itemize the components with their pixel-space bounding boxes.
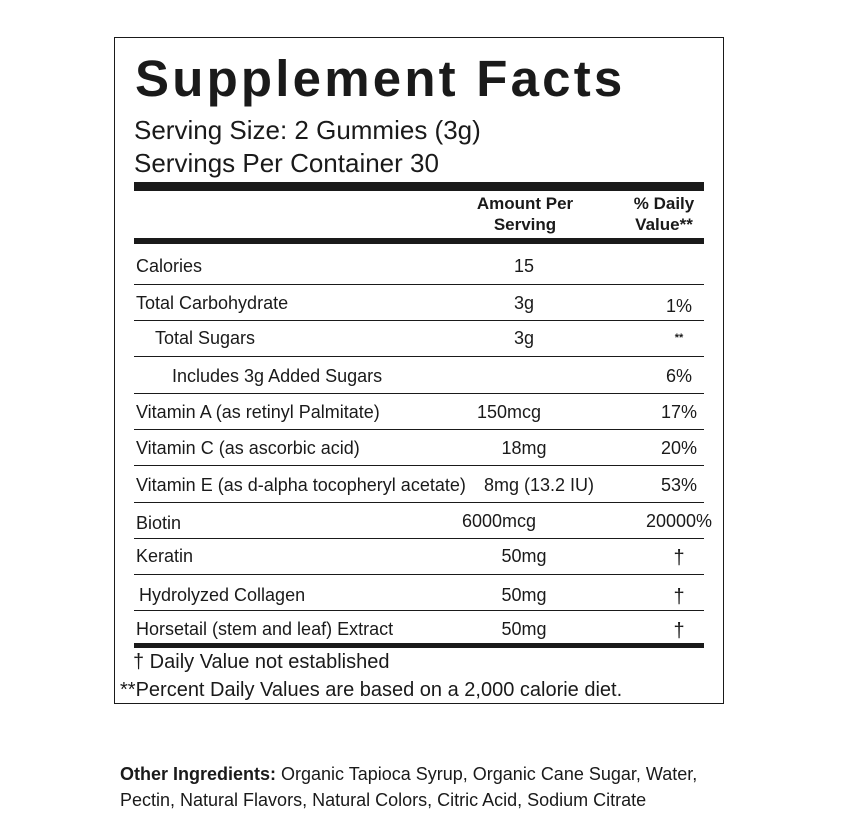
nutrient-amount: 50mg [501,585,547,605]
panel-title: Supplement Facts [135,50,626,107]
row-divider [134,610,704,611]
nutrient-dv: † [673,547,685,569]
nutrient-name: Calories [136,256,203,276]
nutrient-amount: 150mcg [476,402,542,422]
nutrient-amount: 6000mcg [461,511,537,531]
nutrient-dv: 53% [660,475,698,495]
nutrient-dv: 1% [665,296,692,316]
nutrient-row: Vitamin E (as d-alpha tocopheryl acetate… [134,475,704,495]
row-divider [134,465,704,466]
dv-header-line2: Value** [635,215,693,234]
row-divider [134,429,704,430]
row-divider [134,574,704,575]
other-ingredients: Other Ingredients: Organic Tapioca Syrup… [120,761,740,813]
nutrient-amount: 15 [513,256,535,276]
header-divider [134,238,704,244]
nutrient-dv: 20000% [645,511,713,531]
row-divider [134,320,704,321]
nutrient-name: Biotin [136,513,182,533]
nutrient-row: Includes 3g Added Sugars 6% [134,366,704,386]
nutrient-row: Vitamin C (as ascorbic acid) 18mg 20% [134,438,704,458]
nutrient-row: Horsetail (stem and leaf) Extract 50mg † [134,619,704,641]
amount-header-line1: Amount Per [476,194,574,213]
nutrient-name: Vitamin E (as d-alpha tocopheryl acetate… [136,475,466,495]
nutrient-name: Total Carbohydrate [136,293,289,313]
row-divider [134,393,704,394]
nutrient-amount: 8mg (13.2 IU) [483,475,595,495]
dagger-footnote: † Daily Value not established [133,651,390,673]
row-divider [134,538,704,539]
nutrient-dv: 6% [665,366,692,386]
nutrient-row: Vitamin A (as retinyl Palmitate) 150mcg … [134,402,704,422]
thick-divider-bottom [134,643,704,648]
nutrient-dv: † [673,586,685,608]
nutrient-name: Horsetail (stem and leaf) Extract [136,619,394,639]
nutrient-row: Biotin 6000mcg 20000% [134,511,712,533]
nutrient-amount: 3g [513,328,535,348]
nutrient-row: Calories 15 [134,256,704,276]
other-ingredients-label: Other Ingredients: [120,764,277,784]
percent-dv-footnote: **Percent Daily Values are based on a 2,… [120,679,623,701]
nutrient-amount: 50mg [501,546,547,566]
row-divider [134,502,704,503]
nutrient-row: Total Carbohydrate 3g 1% [134,293,704,316]
nutrient-name: Vitamin A (as retinyl Palmitate) [136,402,380,422]
nutrient-dv: 20% [660,438,698,458]
row-divider [134,284,704,285]
nutrient-name: Includes 3g Added Sugars [172,366,383,386]
nutrient-name: Total Sugars [155,328,256,348]
nutrient-dv: ** [674,332,684,344]
nutrient-row: Total Sugars 3g ** [134,328,704,348]
amount-per-serving-header: Amount Per Serving [460,193,590,235]
other-ingredients-text: Organic Tapioca Syrup, Organic Cane Suga… [120,764,698,810]
nutrient-dv: 17% [660,402,698,422]
daily-value-header: % Daily Value** [622,193,706,235]
nutrient-row: Hydrolyzed Collagen 50mg † [134,585,704,607]
nutrient-row: Keratin 50mg † [134,546,704,568]
nutrient-name: Keratin [136,546,194,566]
nutrient-name: Vitamin C (as ascorbic acid) [136,438,360,458]
nutrient-name: Hydrolyzed Collagen [139,585,306,605]
row-divider [134,356,704,357]
dv-header-line1: % Daily [633,194,695,213]
nutrient-amount: 18mg [501,438,547,458]
serving-size: Serving Size: 2 Gummies (3g) [134,115,481,145]
amount-header-line2: Serving [493,215,557,234]
servings-per-container: Servings Per Container 30 [134,148,439,178]
supplement-facts-panel [114,37,724,704]
nutrient-amount: 50mg [501,619,547,639]
nutrient-amount: 3g [513,293,535,313]
thick-divider-top [134,182,704,191]
nutrient-dv: † [673,620,685,642]
